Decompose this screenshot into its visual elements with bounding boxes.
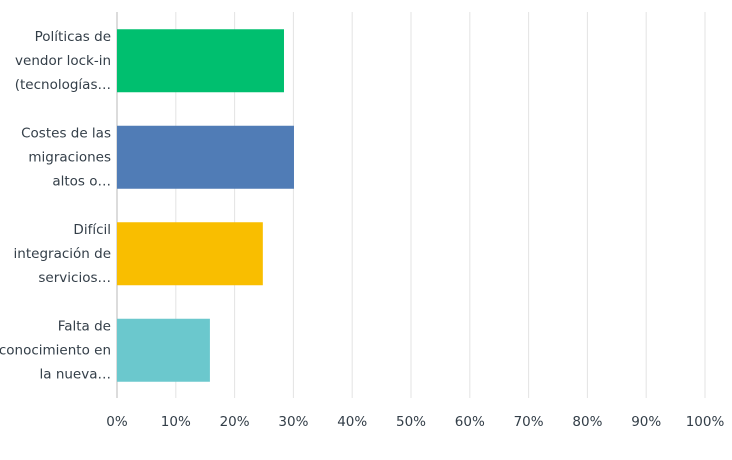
x-tick-label: 80% — [572, 414, 602, 430]
x-tick-label: 20% — [220, 414, 250, 430]
bar — [117, 318, 210, 382]
y-tick-label: Falta de — [58, 318, 111, 334]
x-tick-label: 0% — [106, 414, 128, 430]
x-tick-label: 70% — [514, 414, 544, 430]
y-tick-label: vendor lock-in — [15, 53, 111, 69]
y-tick-label: servicios… — [38, 270, 111, 286]
y-tick-label: la nueva… — [40, 366, 112, 382]
x-tick-label: 100% — [686, 414, 725, 430]
x-tick-label: 10% — [161, 414, 191, 430]
y-tick-label: Políticas de — [35, 29, 111, 45]
y-tick-label: conocimiento en — [0, 342, 111, 358]
x-tick-label: 50% — [396, 414, 426, 430]
y-tick-label: Costes de las — [21, 125, 111, 141]
bar — [117, 222, 263, 286]
y-tick-label: integración de — [14, 246, 111, 262]
bar — [117, 29, 284, 93]
y-tick-label: Difícil — [73, 222, 111, 238]
y-tick-label: migraciones — [28, 149, 111, 165]
x-tick-label: 40% — [337, 414, 367, 430]
x-tick-label: 60% — [455, 414, 485, 430]
y-tick-label: (tecnologías… — [15, 77, 111, 93]
y-tick-label: altos o… — [52, 173, 111, 189]
bar — [117, 125, 294, 189]
x-tick-label: 30% — [278, 414, 308, 430]
x-tick-label: 90% — [631, 414, 661, 430]
